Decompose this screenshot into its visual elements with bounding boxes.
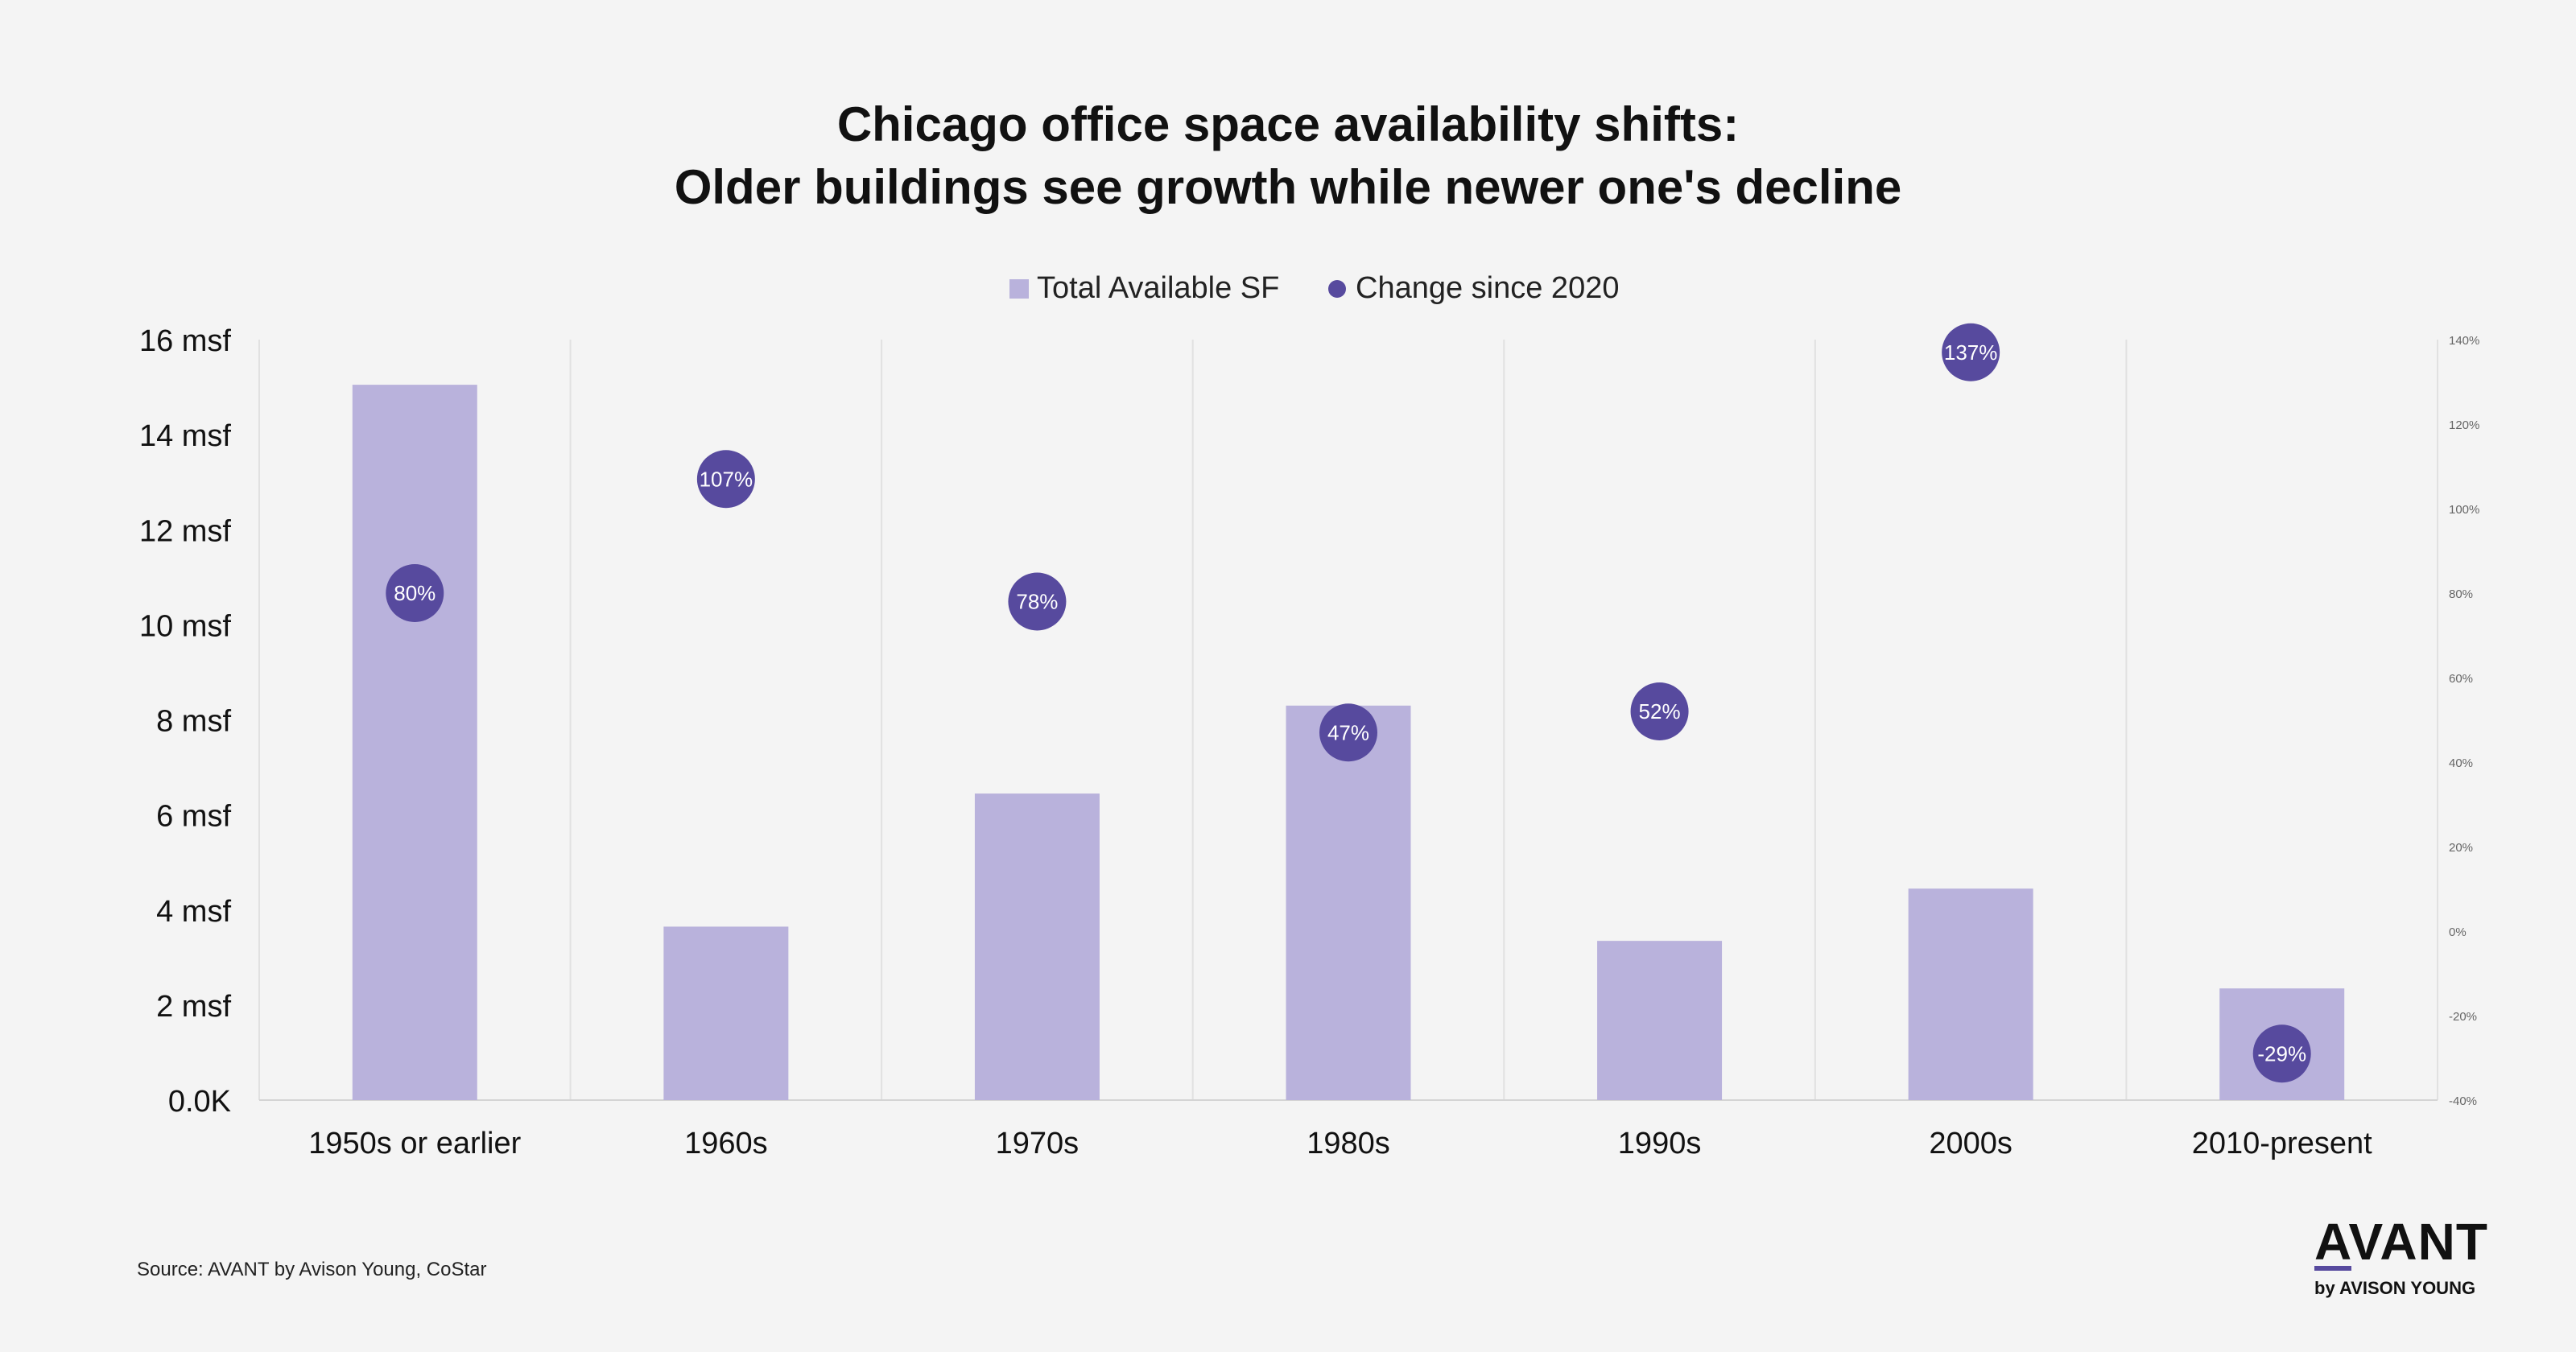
y-right-tick-label: -40% <box>2449 1094 2477 1108</box>
y-left-tick-label: 4 msf <box>156 895 231 929</box>
dot-label: 107% <box>700 467 753 491</box>
logo-main: AVANT <box>2314 1213 2488 1271</box>
dot-label: 52% <box>1639 699 1681 723</box>
logo-accent-bar <box>2314 1266 2351 1271</box>
dot-label: -29% <box>2257 1041 2306 1066</box>
dot-label: 80% <box>394 581 436 605</box>
dot <box>1008 572 1067 631</box>
y-right-tick-label: 100% <box>2449 503 2479 517</box>
y-right-tick-label: 120% <box>2449 418 2479 432</box>
dot-label: 137% <box>1944 340 1998 365</box>
dot <box>2252 1024 2311 1083</box>
dot-label: 47% <box>1327 720 1369 744</box>
y-right-tick-label: 20% <box>2449 841 2473 855</box>
y-left-tick-label: 16 msf <box>139 324 231 358</box>
y-axis-left: 0.0K 2 msf 4 msf 6 msf 8 msf 10 msf 12 msf 14 m… <box>139 324 231 1119</box>
dot <box>696 450 755 509</box>
dots: 80% 107% 78% 47% 52% 137% -29% <box>386 323 2311 1083</box>
legend-label-bar: Total Available SF <box>1037 271 1279 305</box>
bar <box>663 926 789 1100</box>
y-left-tick-label: 6 msf <box>156 800 231 834</box>
y-right-tick-label: 0% <box>2449 925 2467 939</box>
y-right-tick-label: 140% <box>2449 334 2479 348</box>
source-note: Source: AVANT by Avison Young, CoStar <box>137 1259 487 1280</box>
x-tick-label: 1990s <box>1618 1127 1702 1160</box>
y-left-tick-label: 10 msf <box>139 609 231 643</box>
legend-swatch-dot <box>1328 280 1346 298</box>
y-right-tick-label: 40% <box>2449 756 2473 770</box>
x-axis: 1950s or earlier 1960s 1970s 1980s 1990s 2000… <box>308 1127 2372 1160</box>
y-right-tick-label: -20% <box>2449 1010 2477 1024</box>
x-tick-label: 2000s <box>1929 1127 2013 1160</box>
bar <box>1286 705 1411 1100</box>
bar <box>1908 888 2033 1100</box>
dot <box>1942 323 2000 381</box>
x-tick-label: 1970s <box>996 1127 1080 1160</box>
x-tick-label: 1980s <box>1307 1127 1390 1160</box>
y-left-tick-label: 14 msf <box>139 419 231 453</box>
chart-title-line: Older buildings see growth while newer o… <box>675 160 1902 214</box>
bars <box>352 385 2345 1100</box>
y-left-tick-label: 12 msf <box>139 514 231 548</box>
dot <box>1630 682 1689 740</box>
y-axis-right: -40% -20% 0% 20% 40% 60% 80% 100% 120% 140% <box>2449 334 2479 1108</box>
dot-label: 78% <box>1016 590 1058 614</box>
legend: Total Available SF Change since 2020 <box>1009 271 1619 305</box>
x-tick-label: 1960s <box>684 1127 768 1160</box>
bar <box>352 385 477 1100</box>
y-right-tick-label: 80% <box>2449 587 2473 601</box>
avant-logo: AVANT by AVISON YOUNG <box>2314 1213 2488 1298</box>
legend-swatch-bar <box>1009 279 1029 299</box>
y-left-tick-label: 8 msf <box>156 705 231 739</box>
legend-label-dot: Change since 2020 <box>1356 271 1619 305</box>
logo-sub: by AVISON YOUNG <box>2314 1278 2475 1298</box>
chart-title: Chicago office space availability shifts… <box>675 97 1902 214</box>
dot <box>386 564 444 622</box>
x-tick-label: 1950s or earlier <box>308 1127 521 1160</box>
y-left-tick-label: 0.0K <box>168 1085 231 1119</box>
bar <box>974 793 1100 1100</box>
y-right-tick-label: 60% <box>2449 672 2473 686</box>
x-tick-label: 2010-present <box>2192 1127 2372 1160</box>
chart-title-line: Chicago office space availability shifts… <box>837 97 1739 151</box>
bar <box>1597 941 1723 1100</box>
dot <box>1319 703 1377 762</box>
y-left-tick-label: 2 msf <box>156 990 231 1024</box>
